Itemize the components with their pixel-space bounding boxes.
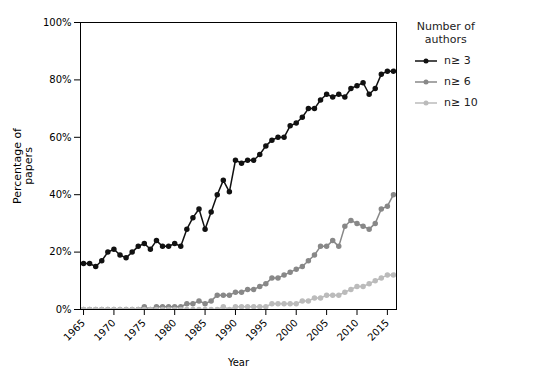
svg-text:0%: 0%	[56, 304, 72, 315]
svg-text:20%: 20%	[49, 246, 71, 257]
svg-text:100%: 100%	[43, 17, 72, 28]
svg-text:1975: 1975	[122, 317, 148, 343]
svg-text:1970: 1970	[92, 317, 118, 343]
svg-text:2010: 2010	[335, 317, 361, 343]
svg-text:2015: 2015	[365, 317, 391, 343]
svg-text:1990: 1990	[213, 317, 239, 343]
svg-text:60%: 60%	[49, 132, 71, 143]
svg-text:1965: 1965	[61, 317, 87, 343]
svg-text:80%: 80%	[49, 74, 71, 85]
html-text:Number of authors: Number of authors	[416, 20, 475, 46]
html-text:n≥ 3: n≥ 3	[444, 54, 471, 67]
svg-text:2000: 2000	[274, 317, 300, 343]
svg-text:1985: 1985	[183, 317, 209, 343]
svg-text:Percentage ofpapers: Percentage ofpapers	[11, 127, 35, 204]
svg-text:1995: 1995	[244, 317, 270, 343]
svg-text:1980: 1980	[153, 317, 179, 343]
html-text:n≥ 10: n≥ 10	[444, 96, 478, 109]
html-text:n≥ 6: n≥ 6	[444, 75, 471, 88]
svg-text:40%: 40%	[49, 189, 71, 200]
svg-text:Year: Year	[227, 357, 250, 368]
svg-text:2005: 2005	[305, 317, 331, 343]
